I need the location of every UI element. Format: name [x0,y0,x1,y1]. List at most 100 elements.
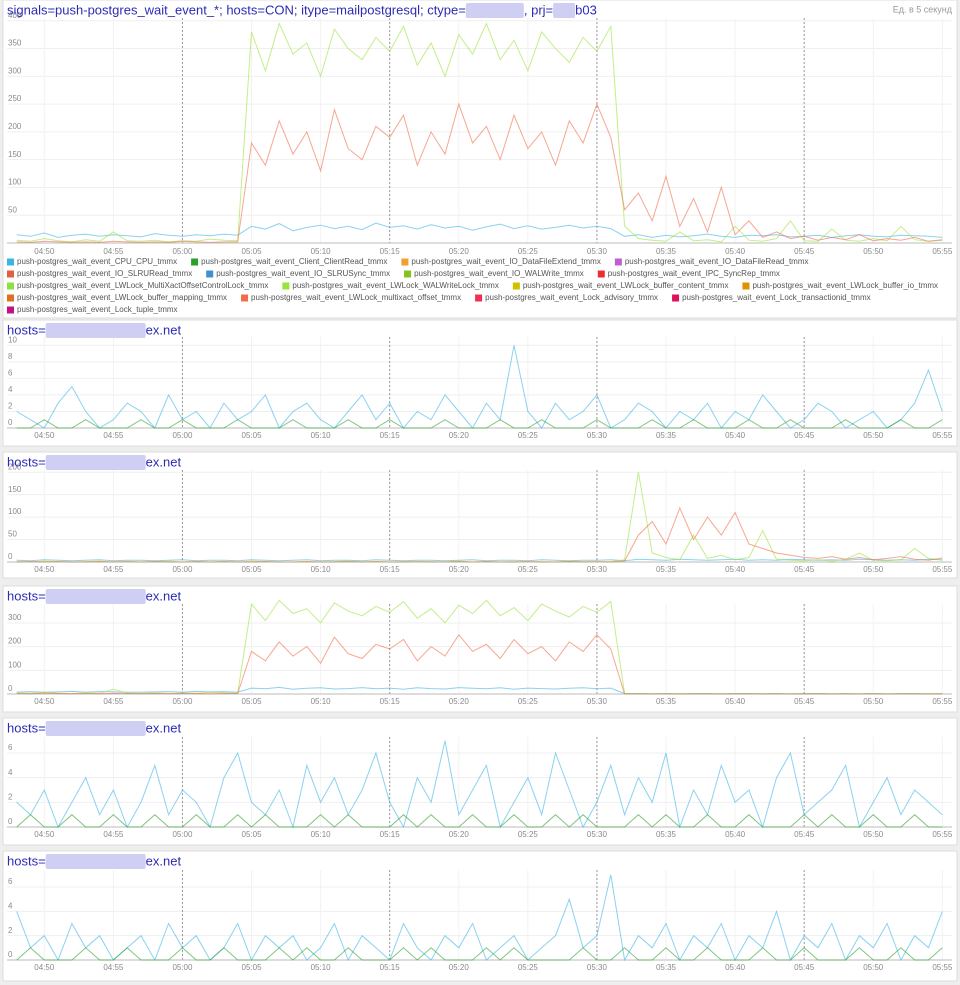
x-tick-label: 05:45 [794,697,815,706]
legend-label: push-postgres_wait_event_LWLock_buffer_m… [17,293,227,302]
x-tick-label: 05:25 [518,963,539,972]
x-tick-label: 04:55 [103,963,124,972]
x-tick-label: 05:15 [380,431,401,440]
y-tick-label: 6 [8,877,13,886]
legend-swatch [241,294,249,302]
legend-swatch [475,294,483,302]
series-line [16,947,943,961]
y-tick-label: 250 [8,94,22,103]
legend-swatch [404,270,412,278]
series-line [16,740,943,829]
x-tick-label: 05:25 [518,431,539,440]
redacted [45,455,146,470]
y-tick-label: 150 [8,485,22,494]
panel-title: hosts= [7,720,46,735]
x-tick-label: 05:40 [725,247,746,256]
y-tick-label: 400 [8,11,22,20]
x-tick-label: 05:15 [380,697,401,706]
y-tick-label: 200 [8,122,22,131]
legend-label: push-postgres_wait_event_LWLock_WALWrite… [292,281,498,290]
series-line [16,506,943,563]
x-tick-label: 05:15 [380,247,401,256]
series-line [16,874,943,962]
legend-label: push-postgres_wait_event_LWLock_buffer_c… [523,281,729,290]
legend-label: push-postgres_wait_event_Lock_transactio… [682,293,871,302]
x-tick-label: 05:10 [311,830,332,839]
x-tick-label: 05:00 [172,963,193,972]
x-tick-label: 05:55 [932,830,953,839]
panel [2,451,958,579]
x-tick-label: 05:20 [449,431,470,440]
panel-title: ex.net [146,853,182,868]
legend-label: push-postgres_wait_event_CPU_CPU_tmmx [17,257,177,266]
x-tick-label: 04:55 [103,431,124,440]
legend-swatch [7,306,14,314]
x-tick-label: 05:55 [932,963,953,972]
x-tick-label: 04:55 [103,697,124,706]
legend-swatch [7,258,14,266]
x-tick-label: 05:35 [656,963,677,972]
panel-title: hosts= [7,588,46,603]
redacted [45,323,146,338]
panel-title: hosts= [7,853,46,868]
y-tick-label: 6 [8,743,13,752]
panel-title: ex.net [146,588,182,603]
x-tick-label: 04:50 [34,697,55,706]
y-tick-label: 350 [8,39,22,48]
x-tick-label: 05:45 [794,830,815,839]
series-line [16,102,943,243]
x-tick-label: 05:00 [172,697,193,706]
y-tick-label: 10 [8,335,17,344]
panel-title: b03 [575,2,597,17]
x-tick-label: 04:50 [34,565,55,574]
x-tick-label: 05:10 [311,963,332,972]
legend-swatch [512,282,520,290]
y-tick-label: 300 [8,613,22,622]
x-tick-label: 05:50 [863,830,884,839]
x-tick-label: 04:50 [34,830,55,839]
x-tick-label: 04:55 [103,830,124,839]
x-tick-label: 05:25 [518,565,539,574]
x-tick-label: 05:20 [449,565,470,574]
x-tick-label: 05:20 [449,697,470,706]
x-tick-label: 05:50 [863,963,884,972]
x-tick-label: 05:05 [242,963,263,972]
x-tick-label: 05:35 [656,830,677,839]
legend-swatch [206,270,214,278]
x-tick-label: 05:20 [449,247,470,256]
redacted [45,721,146,736]
x-tick-label: 05:40 [725,565,746,574]
x-tick-label: 05:35 [656,697,677,706]
y-tick-label: 0 [8,950,13,959]
x-tick-label: 05:25 [518,830,539,839]
x-tick-label: 05:40 [725,963,746,972]
x-tick-label: 05:15 [380,565,401,574]
y-tick-label: 100 [8,507,22,516]
legend-label: push-postgres_wait_event_LWLock_MultiXac… [17,281,268,290]
x-tick-label: 05:40 [725,830,746,839]
panel [2,850,958,982]
x-tick-label: 05:50 [863,697,884,706]
y-tick-label: 6 [8,368,13,377]
y-tick-label: 200 [8,637,22,646]
x-tick-label: 05:10 [311,565,332,574]
legend-swatch [282,282,290,290]
x-tick-label: 05:45 [794,431,815,440]
y-tick-label: 0 [8,552,13,561]
x-tick-label: 05:15 [380,963,401,972]
x-tick-label: 05:55 [932,697,953,706]
x-tick-label: 05:30 [587,963,608,972]
x-tick-label: 05:30 [587,697,608,706]
y-tick-label: 50 [8,205,17,214]
legend-label: push-postgres_wait_event_IO_SLRURead_tmm… [17,269,192,278]
series-line [16,558,943,562]
x-tick-label: 05:50 [863,247,884,256]
x-tick-label: 05:10 [311,431,332,440]
legend-label: push-postgres_wait_event_LWLock_multixac… [251,293,461,302]
legend-swatch [7,270,14,278]
x-tick-label: 05:55 [932,431,953,440]
x-tick-label: 05:00 [172,565,193,574]
x-tick-label: 05:00 [172,830,193,839]
y-tick-label: 0 [8,418,13,427]
x-tick-label: 04:50 [34,247,55,256]
